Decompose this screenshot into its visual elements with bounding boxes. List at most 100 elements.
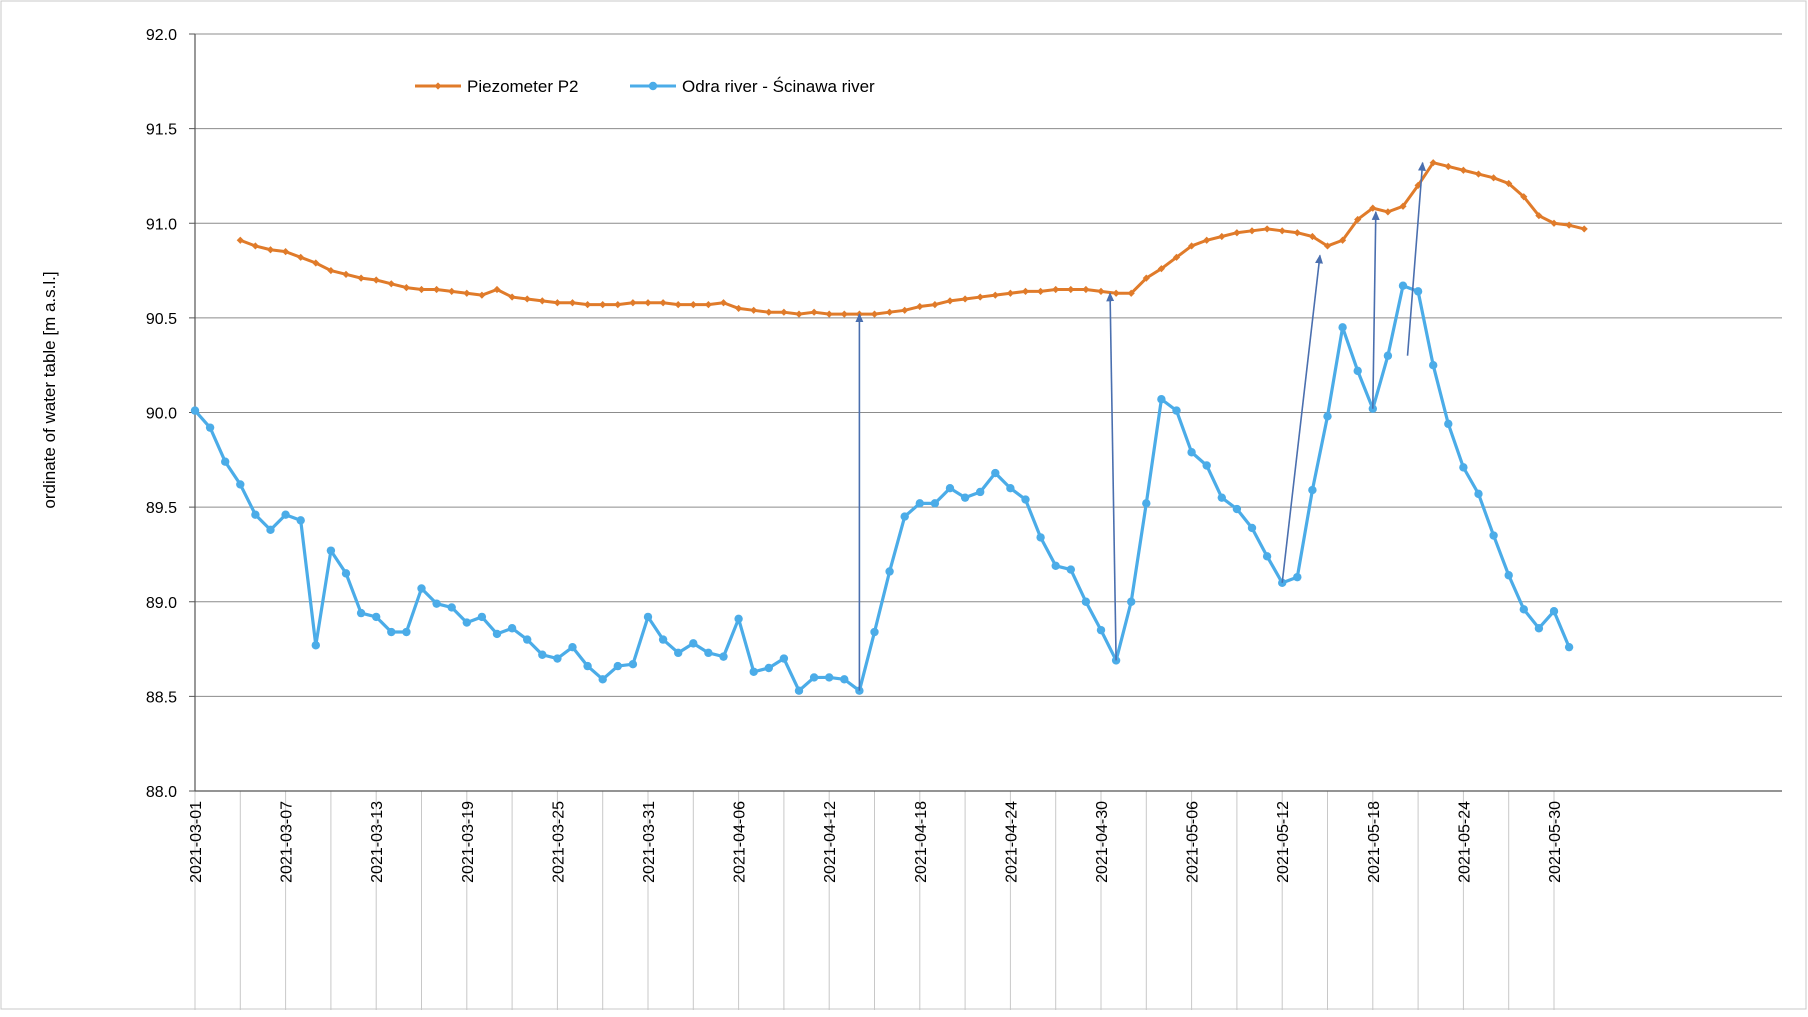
data-point bbox=[1414, 181, 1422, 189]
data-point bbox=[599, 301, 607, 309]
data-point bbox=[659, 299, 667, 307]
x-tick-label: 2021-05-12 bbox=[1275, 801, 1292, 883]
data-point bbox=[1354, 215, 1362, 224]
data-point bbox=[538, 297, 546, 305]
data-point bbox=[1308, 232, 1316, 241]
annotation-arrow bbox=[1106, 292, 1117, 661]
data-point bbox=[886, 308, 894, 316]
data-point bbox=[598, 675, 607, 684]
data-point bbox=[840, 310, 848, 318]
data-point bbox=[1157, 265, 1165, 273]
data-point bbox=[1066, 565, 1076, 574]
data-point bbox=[901, 306, 909, 314]
data-point bbox=[1383, 351, 1393, 360]
data-point bbox=[1444, 419, 1453, 429]
data-point bbox=[931, 301, 939, 309]
x-tick-label: 2021-05-24 bbox=[1456, 801, 1473, 883]
data-point bbox=[1247, 523, 1257, 533]
data-point bbox=[1353, 366, 1362, 376]
data-point bbox=[1323, 412, 1332, 421]
data-point bbox=[417, 285, 426, 294]
y-tick-label: 89.5 bbox=[146, 500, 177, 517]
data-point bbox=[523, 295, 531, 303]
data-point bbox=[477, 612, 487, 622]
data-point bbox=[614, 301, 622, 309]
y-tick-label: 92.0 bbox=[146, 27, 177, 44]
data-point bbox=[749, 667, 758, 676]
data-point bbox=[1021, 495, 1030, 504]
y-tick-label: 91.0 bbox=[146, 216, 177, 233]
data-point bbox=[1549, 607, 1559, 616]
x-tick-label: 2021-03-31 bbox=[641, 801, 658, 883]
data-point bbox=[1188, 242, 1196, 250]
legend-label: Piezometer P2 bbox=[467, 77, 579, 96]
data-point bbox=[960, 493, 970, 502]
data-point bbox=[1293, 572, 1302, 582]
data-point bbox=[795, 310, 803, 318]
data-point bbox=[553, 654, 562, 663]
data-point bbox=[734, 614, 743, 623]
data-point bbox=[1172, 253, 1181, 261]
data-point bbox=[1051, 561, 1060, 570]
data-point bbox=[1202, 461, 1211, 470]
data-point bbox=[870, 310, 879, 318]
annotation-arrow bbox=[1281, 254, 1324, 583]
data-point bbox=[1262, 552, 1272, 561]
data-point bbox=[704, 301, 712, 309]
data-point bbox=[236, 236, 244, 244]
data-point bbox=[342, 270, 350, 278]
annotation-arrow bbox=[1406, 161, 1426, 356]
legend: Piezometer P2 Odra river - Ścinawa river bbox=[415, 77, 875, 96]
series-layer bbox=[190, 159, 1588, 695]
data-point bbox=[1399, 202, 1407, 210]
data-point bbox=[1398, 281, 1408, 290]
x-tick-label: 2021-04-18 bbox=[913, 801, 930, 883]
data-point bbox=[1384, 208, 1392, 216]
y-axis-label: ordinate of water table [m a.s.l.] bbox=[40, 271, 59, 508]
data-point bbox=[266, 525, 275, 535]
data-point bbox=[674, 648, 683, 658]
data-point bbox=[1142, 274, 1150, 282]
data-point bbox=[508, 293, 516, 301]
x-tick-label: 2021-03-25 bbox=[550, 801, 567, 883]
x-tick-lines bbox=[194, 791, 1555, 1010]
data-point bbox=[372, 276, 380, 284]
data-point bbox=[1490, 174, 1498, 182]
data-point bbox=[1006, 484, 1015, 493]
data-point bbox=[1564, 642, 1574, 652]
data-point bbox=[1550, 219, 1558, 227]
data-point bbox=[1203, 236, 1211, 244]
annotation-arrow bbox=[1371, 210, 1380, 409]
data-point bbox=[205, 423, 215, 432]
data-point bbox=[930, 499, 940, 508]
data-point bbox=[1263, 225, 1271, 233]
legend-marker bbox=[434, 82, 442, 90]
data-point bbox=[1111, 656, 1121, 665]
data-point bbox=[1217, 493, 1227, 502]
data-point bbox=[1097, 287, 1105, 295]
data-point bbox=[1052, 285, 1060, 294]
data-point bbox=[433, 285, 441, 294]
data-point bbox=[553, 299, 561, 307]
data-point bbox=[1444, 162, 1452, 171]
data-point bbox=[825, 673, 834, 682]
data-point bbox=[629, 299, 637, 307]
data-point bbox=[1218, 232, 1226, 241]
data-point bbox=[327, 266, 335, 275]
data-point bbox=[915, 499, 924, 508]
data-point bbox=[1323, 242, 1332, 250]
data-point bbox=[1233, 229, 1241, 237]
y-tick-label: 90.5 bbox=[146, 311, 177, 328]
data-point bbox=[1127, 289, 1135, 297]
data-point bbox=[1504, 571, 1513, 580]
data-point bbox=[1021, 287, 1030, 295]
data-point bbox=[282, 248, 290, 256]
data-point bbox=[991, 291, 999, 299]
data-point bbox=[1112, 289, 1120, 297]
data-point bbox=[568, 642, 577, 652]
data-point bbox=[584, 301, 592, 309]
data-point bbox=[372, 612, 381, 622]
x-tick-label: 2021-04-30 bbox=[1094, 801, 1111, 883]
